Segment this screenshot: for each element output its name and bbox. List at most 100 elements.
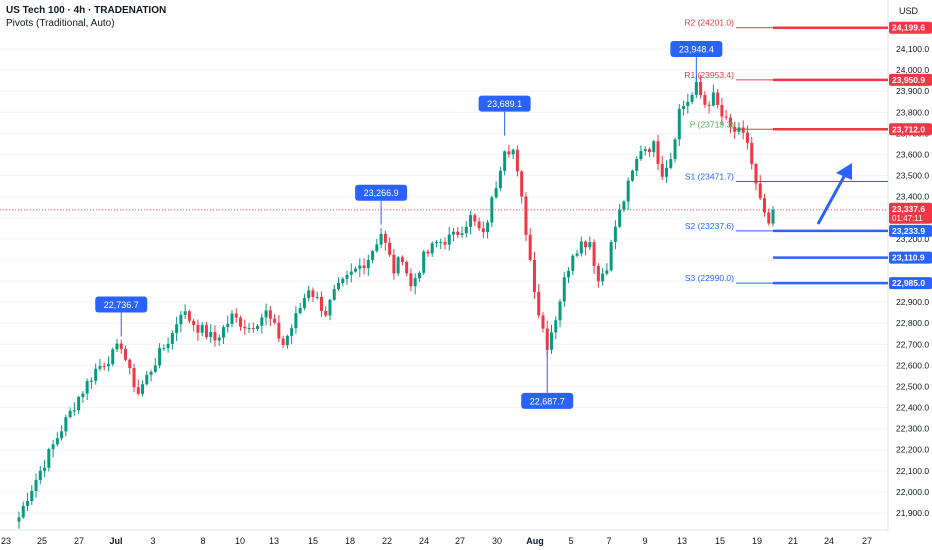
candle-body [660, 163, 664, 177]
y-tick-label: 23,400.0 [896, 192, 929, 202]
x-tick-label: 21 [788, 536, 798, 546]
candle-body [728, 117, 732, 127]
y-tick-label: 24,100.0 [896, 44, 929, 54]
callout-label: 22,687.7 [530, 396, 565, 406]
candle-body [558, 301, 562, 321]
candle-body [443, 241, 447, 245]
price-tag-label: 23,233.9 [892, 226, 925, 236]
x-tick-label: Aug [526, 536, 544, 546]
candle-body [413, 278, 417, 287]
candle-body [405, 261, 409, 274]
candle-body [226, 323, 230, 328]
candle-body [354, 268, 358, 272]
callout-box [478, 95, 531, 112]
price-tag-label: 23,950.9 [892, 75, 925, 85]
candle-body [703, 95, 707, 105]
projection-arrow-head [836, 163, 852, 180]
x-tick-label: Jul [109, 536, 122, 546]
x-tick-label: 30 [492, 536, 502, 546]
candle-body [268, 310, 272, 319]
candle-body [592, 242, 596, 266]
currency-label: USD [899, 6, 919, 16]
candle-body [733, 126, 737, 132]
price-tag [889, 277, 932, 290]
candle-body [192, 320, 196, 326]
candle-body [434, 241, 438, 244]
candle-body [763, 198, 766, 213]
candle-body [383, 233, 387, 243]
candle-body [170, 333, 174, 344]
candle-body [221, 327, 225, 338]
y-tick-label: 22,800.0 [896, 318, 929, 328]
candle-body [158, 348, 162, 366]
x-tick-label: 15 [715, 536, 725, 546]
candle-body [711, 92, 715, 106]
candle-body [34, 479, 38, 491]
candle-body [550, 332, 553, 350]
candle-body [332, 289, 336, 300]
callout-box [670, 40, 723, 57]
candle-body [196, 325, 200, 333]
candle-body [609, 241, 613, 271]
candle-body [699, 81, 703, 96]
candle-body [456, 231, 460, 235]
projection-arrow [816, 172, 848, 225]
candle-body [81, 393, 85, 398]
candle-body [630, 170, 634, 181]
candle-body [439, 241, 443, 243]
candle-body [115, 343, 119, 350]
candle-body [302, 298, 306, 308]
x-tick-label: 13 [269, 536, 279, 546]
candle-body [209, 332, 213, 338]
candle-body [754, 163, 758, 184]
candle-body [277, 322, 281, 339]
candle-body [498, 170, 502, 189]
candle-body [579, 241, 583, 254]
candle-body [132, 368, 136, 388]
candle-body [460, 233, 464, 235]
candle-body [643, 149, 647, 152]
candle-body [396, 257, 400, 274]
candle-body [707, 104, 711, 106]
candle-body [511, 149, 515, 155]
candle-body [724, 116, 728, 118]
pivot-label-p: P (23719.3) [690, 119, 734, 129]
candle-body [264, 310, 268, 318]
candle-body [596, 265, 600, 282]
x-tick-label: 24 [419, 536, 429, 546]
candle-body [537, 291, 541, 316]
callout-box [521, 392, 574, 409]
candle-body [426, 251, 430, 254]
y-tick-label: 22,400.0 [896, 403, 929, 413]
candle-body [741, 127, 745, 133]
candle-body [515, 149, 519, 172]
x-tick-label: 3 [150, 536, 155, 546]
x-tick-label: 10 [235, 536, 245, 546]
candle-body [567, 270, 571, 278]
candle-body [473, 215, 477, 222]
candle-body [366, 260, 370, 269]
candle-body [745, 132, 749, 143]
candle-body [647, 149, 651, 153]
x-tick-label: 15 [308, 536, 318, 546]
y-tick-label: 23,500.0 [896, 171, 929, 181]
candle-body [136, 387, 140, 394]
y-tick-label: 22,600.0 [896, 360, 929, 370]
candle-body [694, 81, 698, 95]
pivot-label-s1: S1 (23471.7) [685, 172, 734, 182]
candle-body [656, 141, 660, 164]
candle-body [213, 332, 217, 341]
y-tick-label: 23,200.0 [896, 234, 929, 244]
candle-body [469, 215, 473, 227]
price-axis-bg [888, 0, 932, 550]
candle-body [55, 438, 59, 445]
candle-body [545, 328, 549, 350]
x-tick-label: 18 [345, 536, 355, 546]
candle-body [750, 142, 754, 164]
price-tag [889, 73, 932, 86]
candle-body [162, 348, 166, 350]
pivot-label-r1: R1 (23953.4) [684, 70, 734, 80]
y-tick-label: 22,900.0 [896, 297, 929, 307]
candle-body [388, 242, 392, 255]
